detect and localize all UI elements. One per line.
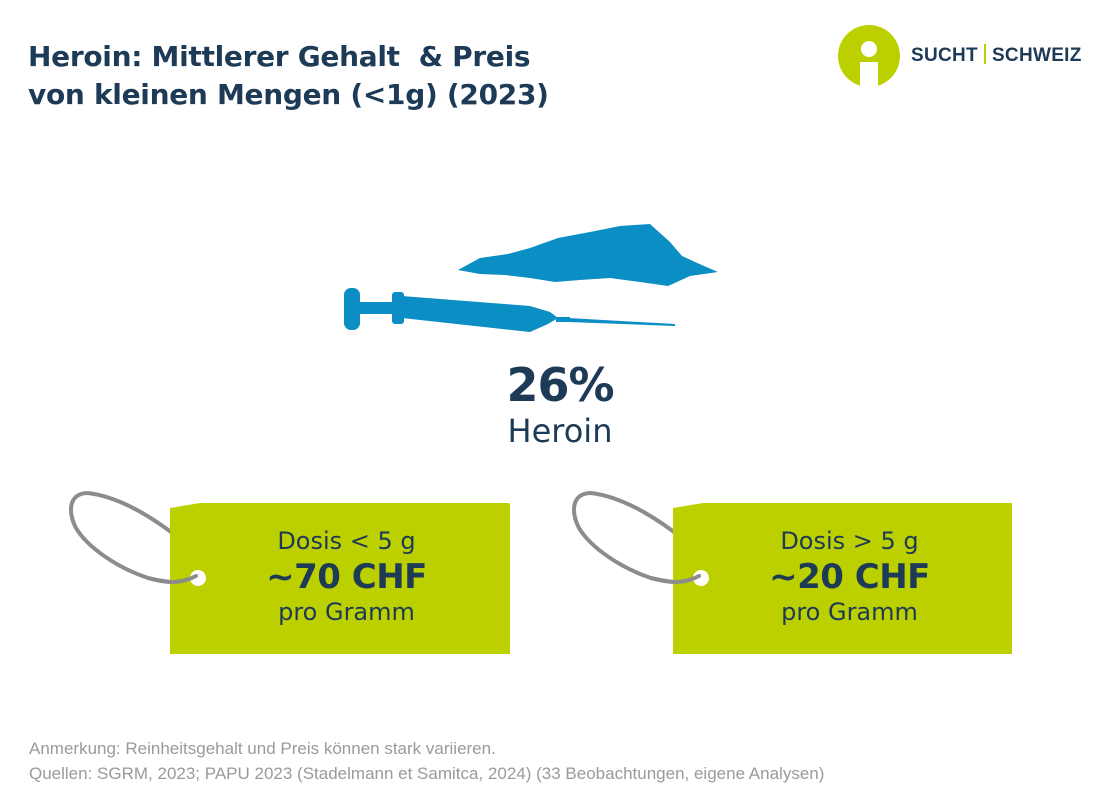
dose-label: Dosis > 5 g bbox=[780, 527, 919, 555]
title-line-1: Heroin: Mittlerer Gehalt & Preis bbox=[28, 40, 531, 73]
price-tag-text: Dosis > 5 g ~20 CHF pro Gramm bbox=[677, 526, 1022, 626]
price-tag-text: Dosis < 5 g ~70 CHF pro Gramm bbox=[174, 526, 519, 626]
price-unit: pro Gramm bbox=[278, 598, 415, 626]
price-tag-large-dose: Dosis > 5 g ~20 CHF pro Gramm bbox=[571, 488, 1021, 668]
page-title: Heroin: Mittlerer Gehalt & Preis von kle… bbox=[28, 38, 549, 114]
price-tag-shape bbox=[69, 490, 510, 654]
heroin-purity-label: Heroin bbox=[507, 412, 613, 450]
dose-label: Dosis < 5 g bbox=[277, 527, 416, 555]
heroin-purity-value: 26% bbox=[506, 358, 614, 412]
price-unit: pro Gramm bbox=[781, 598, 918, 626]
heroin-powder-icon bbox=[458, 224, 718, 286]
logo-text-sucht: SUCHT bbox=[911, 45, 978, 66]
price-value: ~20 CHF bbox=[769, 557, 930, 597]
logo-text-schweiz: SCHWEIZ bbox=[991, 45, 1082, 66]
footer-notes: Anmerkung: Reinheitsgehalt und Preis kön… bbox=[29, 736, 824, 786]
syringe-icon bbox=[344, 288, 675, 332]
footer-sources: Quellen: SGRM, 2023; PAPU 2023 (Stadelma… bbox=[29, 764, 825, 783]
price-tag-small-dose: Dosis < 5 g ~70 CHF pro Gramm bbox=[68, 488, 518, 668]
price-value: ~70 CHF bbox=[266, 557, 427, 597]
price-tag-shape bbox=[572, 490, 1012, 654]
brand-logo: SUCHT SCHWEIZ bbox=[838, 25, 1088, 87]
title-line-2: von kleinen Mengen (<1g) (2023) bbox=[28, 78, 549, 111]
footer-note: Anmerkung: Reinheitsgehalt und Preis kön… bbox=[29, 739, 496, 758]
tag-body bbox=[673, 503, 1012, 654]
sucht-schweiz-logo-icon bbox=[838, 25, 900, 87]
heroin-illustration bbox=[344, 224, 718, 332]
logo-separator bbox=[983, 44, 986, 64]
logo-wordmark: SUCHT SCHWEIZ bbox=[911, 44, 1082, 67]
